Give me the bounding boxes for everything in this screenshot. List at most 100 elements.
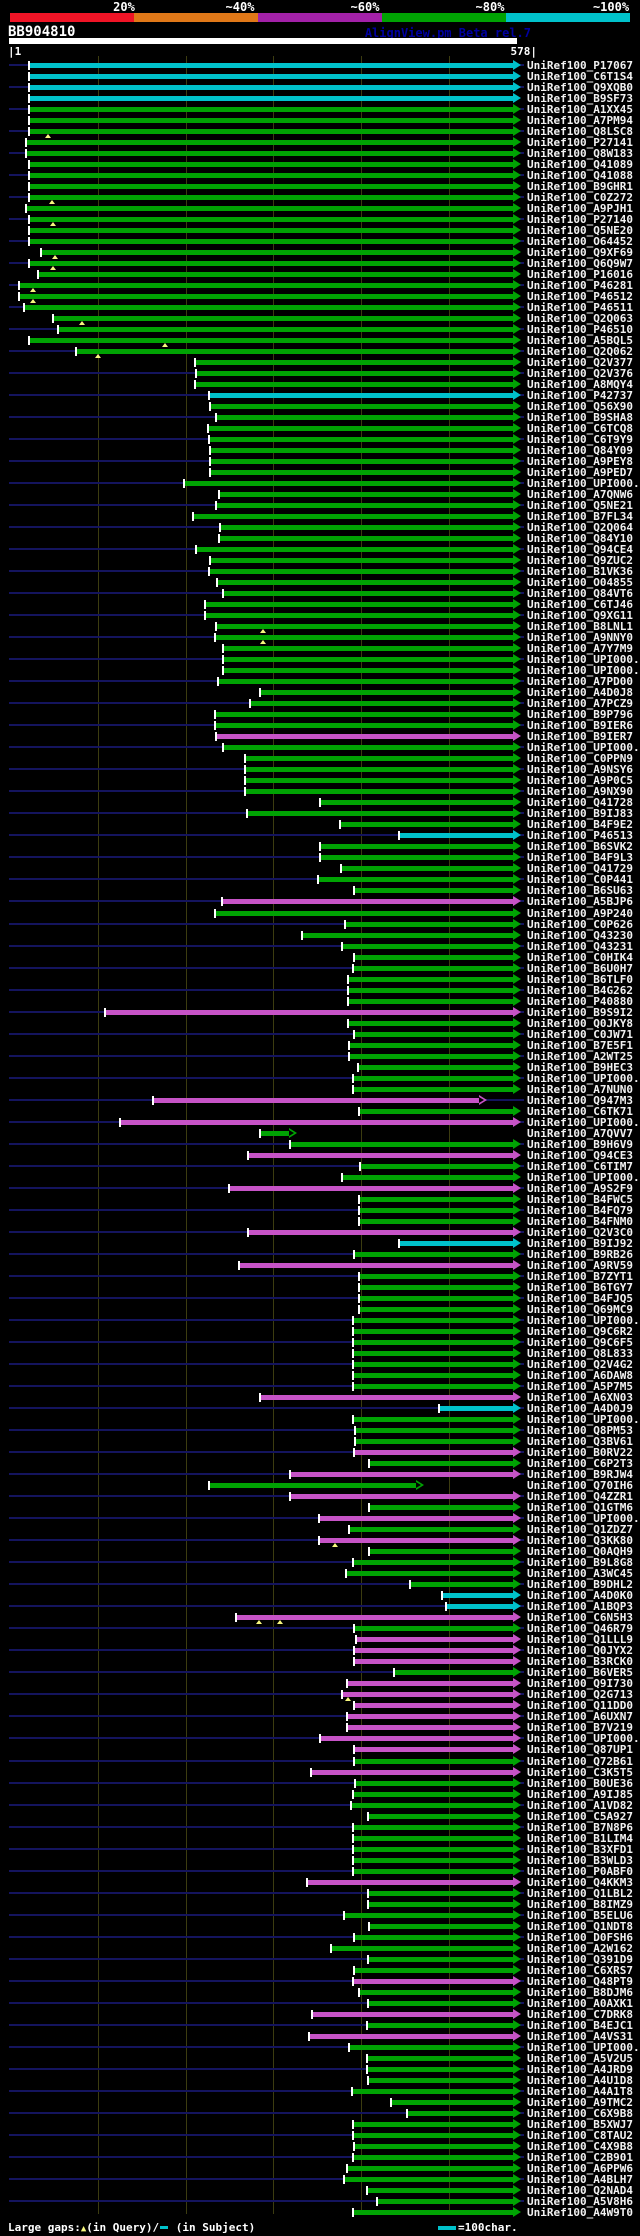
- alignment-bar[interactable]: [443, 1593, 513, 1598]
- alignment-bar[interactable]: [354, 2155, 513, 2160]
- hit-id-label[interactable]: UniRef100_Q84VT6: [527, 587, 633, 600]
- hit-id-label[interactable]: UniRef100_A3WC45: [527, 1567, 633, 1580]
- hit-id-label[interactable]: UniRef100_Q947M3: [527, 1094, 633, 1107]
- alignment-bar[interactable]: [369, 1891, 513, 1896]
- hit-id-label[interactable]: UniRef100_C0JW71: [527, 1028, 633, 1041]
- alignment-bar[interactable]: [291, 1472, 513, 1477]
- alignment-bar[interactable]: [224, 591, 513, 596]
- alignment-bar[interactable]: [354, 1351, 513, 1356]
- alignment-bar[interactable]: [360, 1285, 513, 1290]
- alignment-bar[interactable]: [348, 1681, 513, 1686]
- hit-id-label[interactable]: UniRef100_Q94CE4: [527, 543, 633, 556]
- alignment-bar[interactable]: [224, 668, 513, 673]
- hit-id-label[interactable]: UniRef100_A5V8H6: [527, 2195, 633, 2208]
- alignment-bar[interactable]: [440, 1406, 513, 1411]
- alignment-bar[interactable]: [217, 734, 513, 739]
- hit-id-label[interactable]: UniRef100_B9DHL2: [527, 1578, 633, 1591]
- alignment-bar[interactable]: [354, 1858, 513, 1863]
- hit-id-label[interactable]: UniRef100_A9PED7: [527, 466, 633, 479]
- alignment-bar[interactable]: [359, 1065, 513, 1070]
- alignment-bar[interactable]: [369, 2001, 513, 2006]
- alignment-bar[interactable]: [30, 118, 513, 123]
- hit-id-label[interactable]: UniRef100_B6SU63: [527, 884, 633, 897]
- alignment-bar[interactable]: [30, 217, 513, 222]
- hit-id-label[interactable]: UniRef100_A7NUN0: [527, 1083, 633, 1096]
- alignment-bar[interactable]: [355, 1935, 513, 1940]
- alignment-bar[interactable]: [246, 756, 513, 761]
- hit-id-label[interactable]: UniRef100_Q46R79: [527, 1622, 633, 1635]
- hit-id-label[interactable]: UniRef100_C6TJ46: [527, 598, 633, 611]
- hit-id-label[interactable]: UniRef100_Q1ZDZ7: [527, 1523, 633, 1536]
- hit-id-label[interactable]: UniRef100_P17067: [527, 59, 633, 72]
- alignment-bar[interactable]: [321, 855, 513, 860]
- alignment-bar[interactable]: [30, 261, 513, 266]
- hit-id-label[interactable]: UniRef100_B9HEC3: [527, 1061, 633, 1074]
- alignment-bar[interactable]: [361, 1164, 513, 1169]
- hit-id-label[interactable]: UniRef100_B8LNL1: [527, 620, 633, 633]
- alignment-bar[interactable]: [30, 173, 513, 178]
- alignment-bar[interactable]: [354, 1836, 513, 1841]
- hit-id-label[interactable]: UniRef100_B9L8G8: [527, 1556, 633, 1569]
- hit-id-label[interactable]: UniRef100_Q1LLL9: [527, 1633, 633, 1646]
- hit-id-label[interactable]: UniRef100_Q5NE21: [527, 499, 633, 512]
- hit-id-label[interactable]: UniRef100_Q2Q063: [527, 312, 633, 325]
- alignment-bar[interactable]: [354, 1792, 513, 1797]
- hit-id-label[interactable]: UniRef100_Q5NE20: [527, 224, 633, 237]
- hit-id-label[interactable]: UniRef100_Q2V4G2: [527, 1358, 633, 1371]
- alignment-bar[interactable]: [196, 382, 513, 387]
- hit-id-label[interactable]: UniRef100_Q1LBL2: [527, 1887, 633, 1900]
- hit-id-label[interactable]: UniRef100_UPI000..: [527, 1732, 640, 1745]
- alignment-bar[interactable]: [312, 1770, 513, 1775]
- hit-id-label[interactable]: UniRef100_B9RJW4: [527, 1468, 633, 1481]
- hit-id-label[interactable]: UniRef100_C6TCQ8: [527, 422, 633, 435]
- hit-id-label[interactable]: UniRef100_A9S2F9: [527, 1182, 633, 1195]
- alignment-bar[interactable]: [211, 448, 513, 453]
- hit-id-label[interactable]: UniRef100_Q41089: [527, 158, 633, 171]
- hit-id-label[interactable]: UniRef100_B3WLD3: [527, 1854, 633, 1867]
- hit-id-label[interactable]: UniRef100_UPI000..: [527, 1072, 640, 1085]
- hit-id-label[interactable]: UniRef100_B9IER7: [527, 730, 633, 743]
- hit-id-label[interactable]: UniRef100_Q41729: [527, 862, 633, 875]
- alignment-bar[interactable]: [349, 977, 513, 982]
- hit-id-label[interactable]: UniRef100_A4VS31: [527, 2030, 633, 2043]
- hit-id-label[interactable]: UniRef100_B6SVK2: [527, 840, 633, 853]
- alignment-bar[interactable]: [348, 1725, 513, 1730]
- alignment-bar[interactable]: [348, 2166, 513, 2171]
- alignment-bar[interactable]: [354, 1362, 513, 1367]
- alignment-bar[interactable]: [343, 1175, 513, 1180]
- alignment-bar[interactable]: [30, 107, 513, 112]
- alignment-bar[interactable]: [400, 1241, 513, 1246]
- alignment-bar[interactable]: [349, 1021, 513, 1026]
- alignment-bar[interactable]: [211, 558, 513, 563]
- hit-id-label[interactable]: UniRef100_Q41728: [527, 796, 633, 809]
- hit-id-label[interactable]: UniRef100_P0ABF0: [527, 1865, 633, 1878]
- hit-id-label[interactable]: UniRef100_Q9XQB0: [527, 81, 633, 94]
- hit-id-label[interactable]: UniRef100_Q84Y10: [527, 532, 633, 545]
- alignment-bar[interactable]: [313, 2012, 513, 2017]
- hit-id-label[interactable]: UniRef100_B6VER5: [527, 1666, 633, 1679]
- alignment-bar[interactable]: [354, 1825, 513, 1830]
- alignment-bar[interactable]: [370, 1505, 513, 1510]
- alignment-bar[interactable]: [211, 404, 513, 409]
- hit-id-label[interactable]: UniRef100_UPI000..: [527, 2041, 640, 2054]
- hit-id-label[interactable]: UniRef100_Q9ZUC2: [527, 554, 633, 567]
- alignment-bar[interactable]: [77, 349, 513, 354]
- alignment-bar[interactable]: [194, 514, 513, 519]
- alignment-bar[interactable]: [343, 944, 513, 949]
- hit-id-label[interactable]: UniRef100_O04855: [527, 576, 633, 589]
- hit-id-label[interactable]: UniRef100_Q43230: [527, 929, 633, 942]
- alignment-bar[interactable]: [349, 999, 513, 1004]
- alignment-bar[interactable]: [369, 1814, 513, 1819]
- hit-id-label[interactable]: UniRef100_B3RCK0: [527, 1655, 633, 1668]
- alignment-bar[interactable]: [248, 811, 513, 816]
- hit-id-label[interactable]: UniRef100_Q4KKM3: [527, 1876, 633, 1889]
- hit-id-label[interactable]: UniRef100_P27141: [527, 136, 633, 149]
- alignment-bar[interactable]: [352, 1803, 513, 1808]
- hit-id-label[interactable]: UniRef100_Q8LSC8: [527, 125, 633, 138]
- hit-id-label[interactable]: UniRef100_A9NSY6: [527, 763, 633, 776]
- alignment-bar[interactable]: [321, 1736, 513, 1741]
- hit-id-label[interactable]: UniRef100_A5BQL5: [527, 334, 633, 347]
- alignment-bar[interactable]: [400, 833, 513, 838]
- hit-id-label[interactable]: UniRef100_Q8PM53: [527, 1424, 633, 1437]
- alignment-bar[interactable]: [355, 1626, 513, 1631]
